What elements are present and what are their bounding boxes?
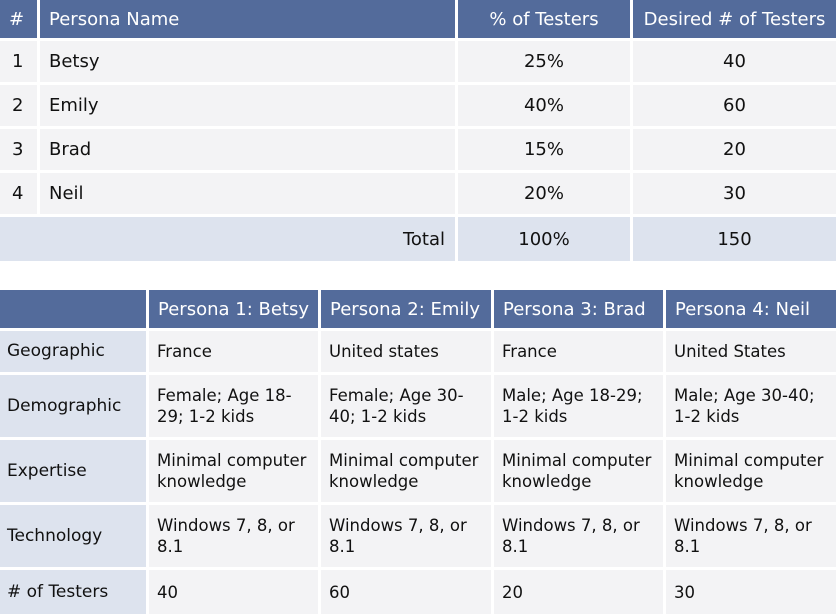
table-cell: Minimal computer knowledge (149, 440, 321, 505)
table-cell: Windows 7, 8, or 8.1 (494, 505, 666, 570)
persona-name: Emily (40, 85, 458, 129)
table-cell: Female; Age 18- 29; 1-2 kids (149, 375, 321, 440)
desired-testers: 40 (633, 41, 836, 85)
header-persona-name: Persona Name (40, 0, 458, 41)
table-row-expertise: Expertise Minimal computer knowledge Min… (0, 440, 836, 505)
table-cell: Minimal computer knowledge (666, 440, 836, 505)
total-desired: 150 (633, 217, 836, 261)
pct-testers: 25% (458, 41, 633, 85)
persona-allocation-table: # Persona Name % of Testers Desired # of… (0, 0, 836, 261)
table-cell: 20 (494, 570, 666, 614)
row-label: Geographic (0, 331, 149, 375)
table-header-row: Persona 1: Betsy Persona 2: Emily Person… (0, 290, 836, 331)
table-row-num-testers: # of Testers 40 60 20 30 (0, 570, 836, 614)
table-cell: 40 (149, 570, 321, 614)
table-row: 3 Brad 15% 20 (0, 129, 836, 173)
table-cell: 60 (321, 570, 494, 614)
table-cell: United states (321, 331, 494, 375)
pct-testers: 40% (458, 85, 633, 129)
persona-name: Neil (40, 173, 458, 217)
table-cell: Minimal computer knowledge (494, 440, 666, 505)
table-row: 4 Neil 20% 30 (0, 173, 836, 217)
table-row-technology: Technology Windows 7, 8, or 8.1 Windows … (0, 505, 836, 570)
row-label: Demographic (0, 375, 149, 440)
table-row-geographic: Geographic France United states France U… (0, 331, 836, 375)
table-cell: Windows 7, 8, or 8.1 (321, 505, 494, 570)
persona-name: Brad (40, 129, 458, 173)
row-label: Expertise (0, 440, 149, 505)
persona-details-table: Persona 1: Betsy Persona 2: Emily Person… (0, 290, 836, 614)
table-header-row: # Persona Name % of Testers Desired # of… (0, 0, 836, 41)
table-cell: Male; Age 18-29; 1-2 kids (494, 375, 666, 440)
header-desired-testers: Desired # of Testers (633, 0, 836, 41)
table-cell: Minimal computer knowledge (321, 440, 494, 505)
pct-testers: 20% (458, 173, 633, 217)
total-label: Total (0, 217, 458, 261)
table-row: 2 Emily 40% 60 (0, 85, 836, 129)
table-cell: France (149, 331, 321, 375)
desired-testers: 60 (633, 85, 836, 129)
table-cell: Male; Age 30-40; 1-2 kids (666, 375, 836, 440)
row-label: Technology (0, 505, 149, 570)
table-row: 1 Betsy 25% 40 (0, 41, 836, 85)
table-cell: France (494, 331, 666, 375)
row-label: # of Testers (0, 570, 149, 614)
row-number: 1 (0, 41, 40, 85)
pct-testers: 15% (458, 129, 633, 173)
table-cell: Female; Age 30- 40; 1-2 kids (321, 375, 494, 440)
table-cell: United States (666, 331, 836, 375)
total-pct: 100% (458, 217, 633, 261)
header-pct-testers: % of Testers (458, 0, 633, 41)
row-number: 4 (0, 173, 40, 217)
header-persona-1: Persona 1: Betsy (149, 290, 321, 331)
table-cell: 30 (666, 570, 836, 614)
header-persona-4: Persona 4: Neil (666, 290, 836, 331)
row-number: 3 (0, 129, 40, 173)
header-persona-2: Persona 2: Emily (321, 290, 494, 331)
table-cell: Windows 7, 8, or 8.1 (149, 505, 321, 570)
table-row-demographic: Demographic Female; Age 18- 29; 1-2 kids… (0, 375, 836, 440)
table-cell: Windows 7, 8, or 8.1 (666, 505, 836, 570)
persona-name: Betsy (40, 41, 458, 85)
desired-testers: 30 (633, 173, 836, 217)
header-blank (0, 290, 149, 331)
row-number: 2 (0, 85, 40, 129)
header-persona-3: Persona 3: Brad (494, 290, 666, 331)
desired-testers: 20 (633, 129, 836, 173)
total-row: Total 100% 150 (0, 217, 836, 261)
header-number: # (0, 0, 40, 41)
